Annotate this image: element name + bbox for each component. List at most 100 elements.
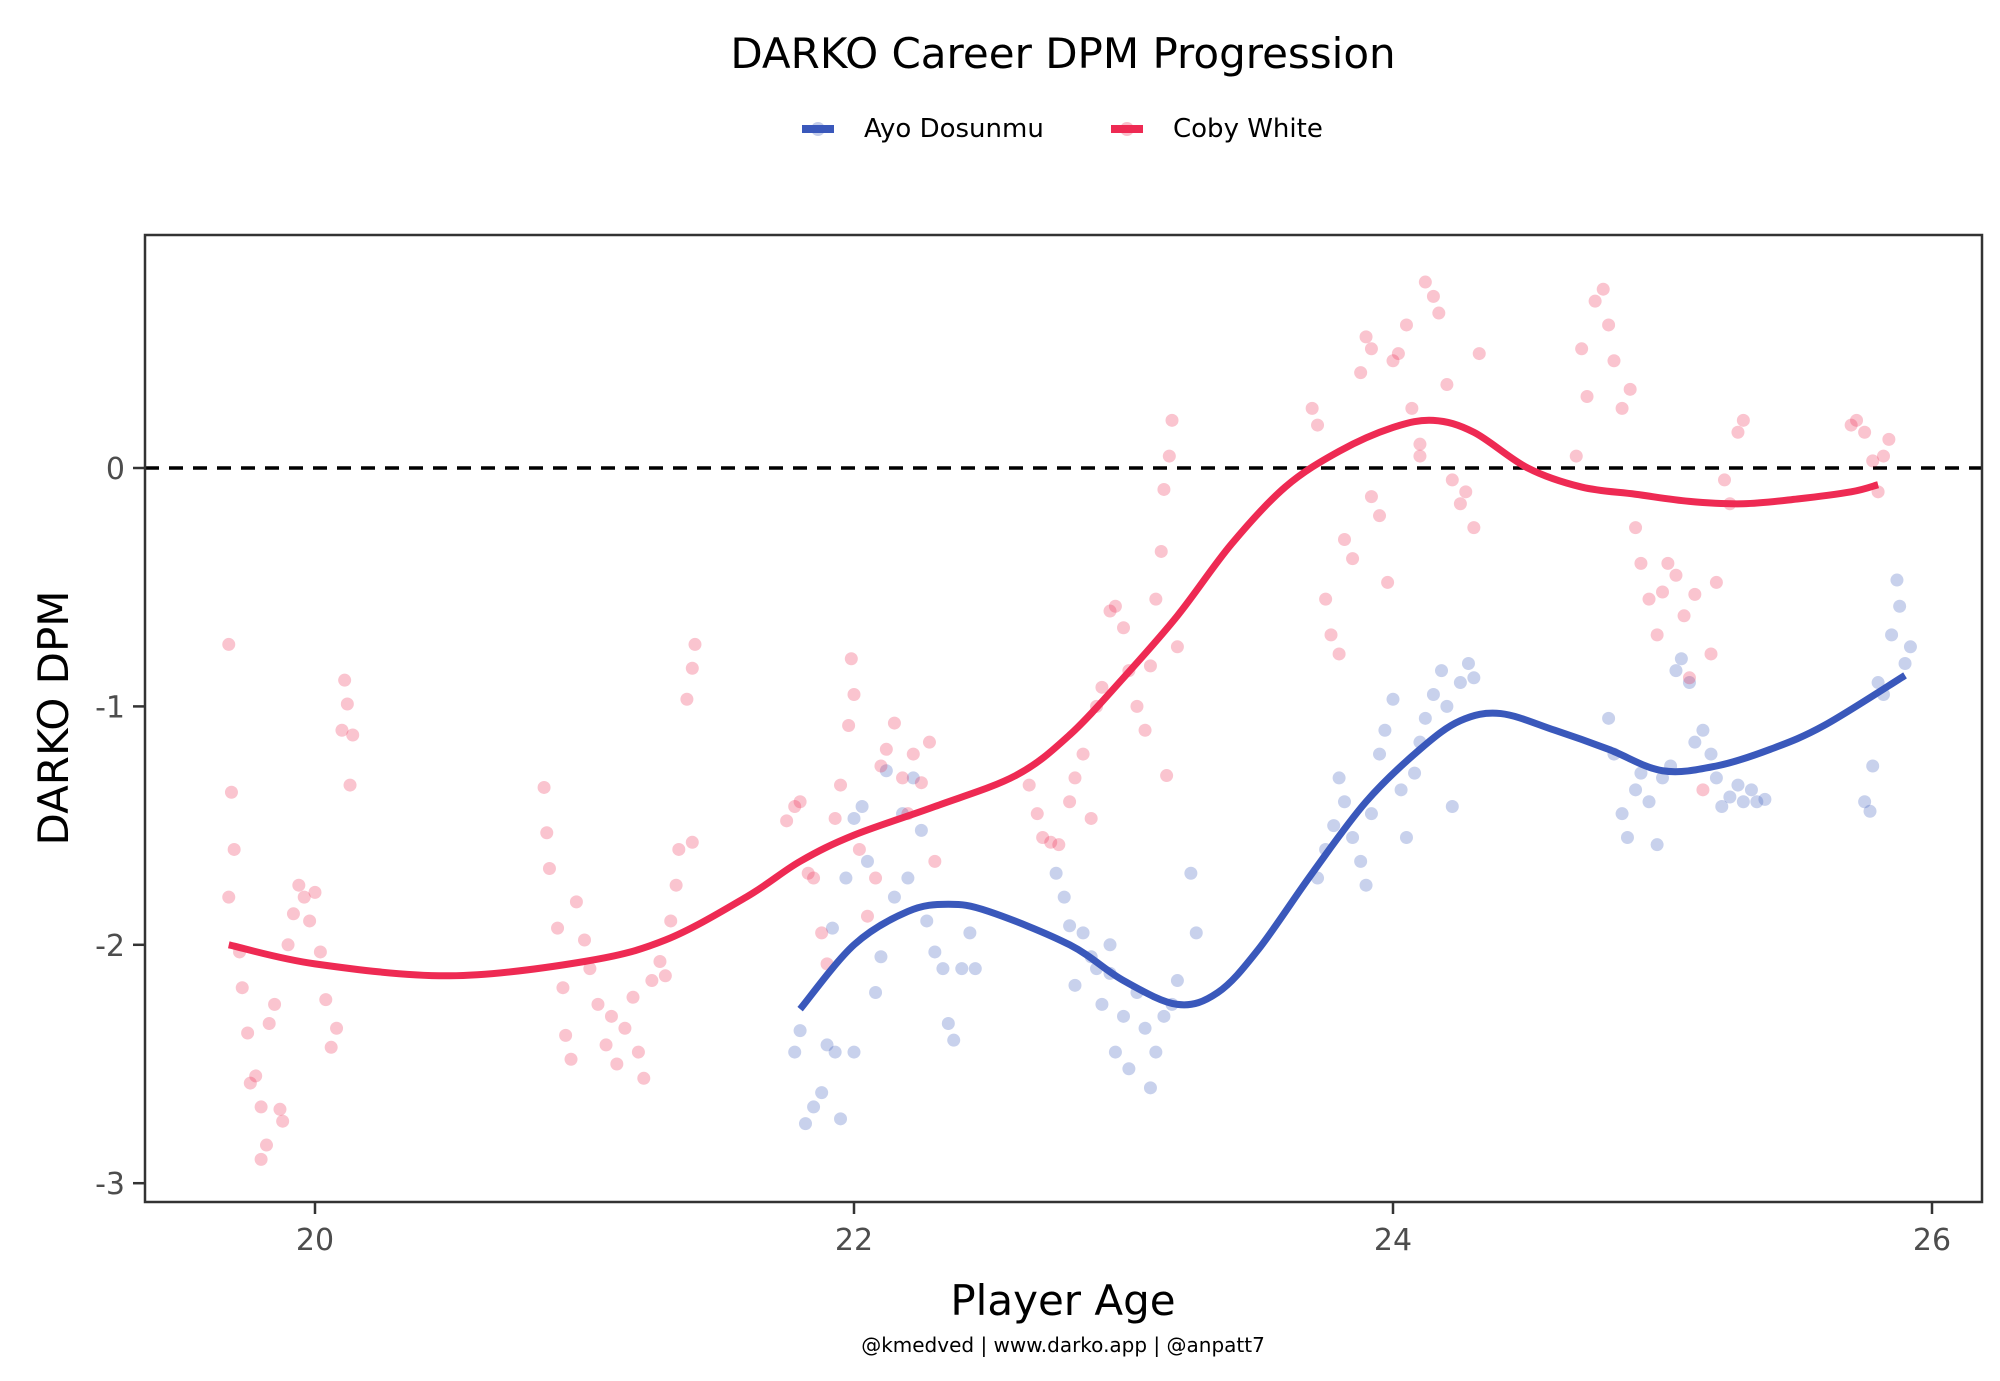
legend-item-ayo-dosunmu[interactable]: Ayo Dosunmu [802, 114, 1044, 144]
data-point [1386, 692, 1400, 706]
data-point [807, 1100, 821, 1114]
data-point [928, 854, 942, 868]
data-point [1459, 485, 1473, 499]
data-point [1709, 575, 1723, 589]
data-point [842, 718, 856, 732]
data-point [1744, 783, 1758, 797]
data-point [936, 962, 950, 976]
data-point [1160, 769, 1174, 783]
data-point [815, 1086, 829, 1100]
data-point [793, 1024, 807, 1038]
data-point [1319, 592, 1333, 606]
data-point [637, 1071, 651, 1085]
data-point [297, 890, 311, 904]
data-point [1381, 575, 1395, 589]
data-point [1143, 1081, 1157, 1095]
data-point [1157, 482, 1171, 496]
y-tick-label: -2 [95, 929, 125, 964]
legend-item-coby-white[interactable]: Coby White [1111, 114, 1323, 144]
data-point [1184, 866, 1198, 880]
data-point [879, 764, 893, 778]
data-point [1405, 401, 1419, 415]
data-point [591, 997, 605, 1011]
data-point [1022, 778, 1036, 792]
data-point [1863, 804, 1877, 818]
data-point [1704, 747, 1718, 761]
data-point [1634, 766, 1648, 780]
data-point [1138, 723, 1152, 737]
data-point [874, 950, 888, 964]
data-point [1629, 521, 1643, 535]
data-point [1189, 926, 1203, 940]
data-point [1669, 568, 1683, 582]
data-point [599, 1038, 613, 1052]
data-point [1580, 389, 1594, 403]
data-point [1364, 807, 1378, 821]
data-point [1871, 676, 1885, 690]
data-point [1435, 664, 1449, 678]
data-point [1440, 699, 1454, 713]
data-point [1704, 647, 1718, 661]
data-point [1154, 544, 1168, 558]
data-point [1149, 1045, 1163, 1059]
points-ayo-dosunmu [788, 573, 1917, 1131]
data-point [610, 1057, 624, 1071]
data-point [807, 871, 821, 885]
data-point [685, 835, 699, 849]
data-point [1391, 347, 1405, 361]
data-point [1432, 306, 1446, 320]
data-point [281, 938, 295, 952]
data-point [788, 1045, 802, 1059]
data-point [564, 1052, 578, 1066]
data-point [1885, 628, 1899, 642]
data-point [1615, 807, 1629, 821]
data-point [1717, 473, 1731, 487]
data-point [1440, 378, 1454, 392]
data-point [1359, 330, 1373, 344]
data-point [249, 1069, 263, 1083]
data-point [235, 981, 249, 995]
data-point [1044, 835, 1058, 849]
data-point [537, 780, 551, 794]
data-point [1858, 425, 1872, 439]
x-tick-label: 20 [296, 1223, 334, 1258]
data-point [1623, 382, 1637, 396]
data-point [578, 933, 591, 947]
data-point [1373, 747, 1387, 761]
data-point [1569, 449, 1583, 463]
data-point [847, 687, 861, 701]
data-point [308, 885, 322, 899]
data-point [1642, 795, 1656, 809]
data-point [1669, 664, 1683, 678]
data-point [1426, 289, 1440, 303]
data-point [847, 811, 861, 825]
data-point [1472, 347, 1486, 361]
data-point [1076, 926, 1090, 940]
data-point [1858, 795, 1872, 809]
data-point [1364, 490, 1378, 504]
data-point [855, 800, 869, 814]
data-point [941, 1016, 955, 1030]
data-point [834, 778, 848, 792]
data-point [1068, 771, 1082, 785]
data-point [879, 742, 893, 756]
data-point [1036, 831, 1050, 845]
data-point [1076, 747, 1090, 761]
data-point [1346, 831, 1360, 845]
data-point [1607, 354, 1621, 368]
data-point [906, 747, 920, 761]
data-point [1736, 795, 1750, 809]
data-point [1467, 521, 1481, 535]
data-point [1413, 449, 1427, 463]
data-point [1709, 771, 1723, 785]
data-point [896, 771, 910, 785]
data-point [335, 723, 349, 737]
data-point [1354, 366, 1368, 380]
data-point [788, 800, 802, 814]
data-point [1426, 687, 1440, 701]
caption: @kmedved | www.darko.app | @anpatt7 [861, 1333, 1265, 1357]
data-point [1138, 1021, 1152, 1035]
data-point [672, 842, 686, 856]
data-point [1866, 759, 1880, 773]
